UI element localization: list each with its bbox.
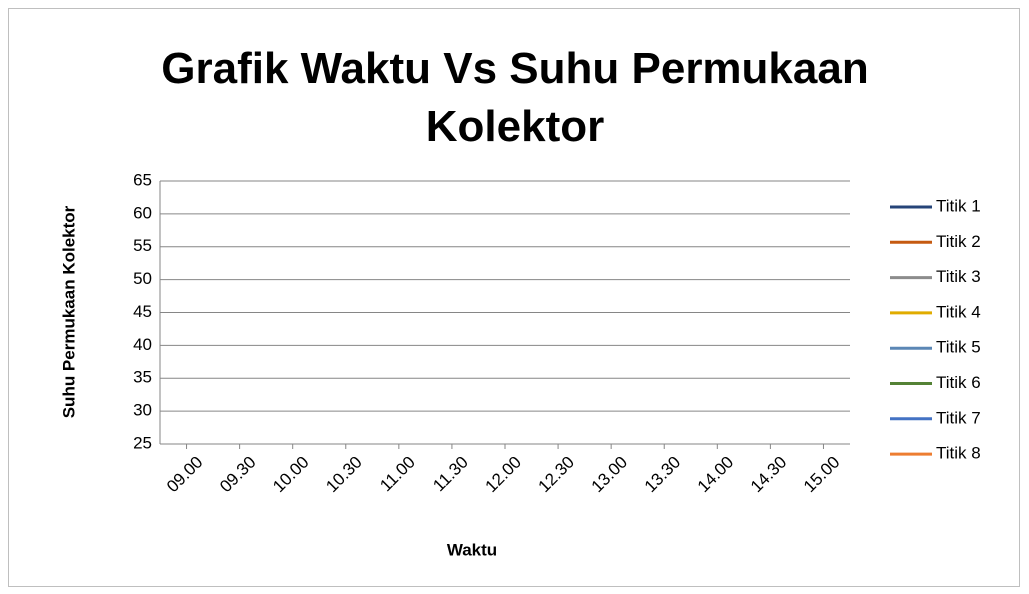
x-tick-label: 10.00	[269, 453, 313, 497]
legend-label: Titik 8	[936, 444, 981, 463]
y-tick-label: 45	[133, 302, 152, 321]
x-tick-label: 12.30	[535, 453, 579, 497]
x-tick-label: 09.00	[163, 453, 207, 497]
legend-label: Titik 3	[936, 267, 981, 286]
y-tick-label: 40	[133, 335, 152, 354]
chart-frame	[8, 8, 1020, 587]
chart-title: Grafik Waktu Vs Suhu Permukaan Kolektor	[161, 44, 869, 151]
x-tick-label: 13.30	[641, 453, 685, 497]
x-tick-label: 12.00	[481, 453, 525, 497]
y-tick-label: 35	[133, 368, 152, 387]
y-tick-label: 55	[133, 236, 152, 255]
x-tick-label: 10.30	[322, 453, 366, 497]
y-tick-label: 25	[133, 433, 152, 452]
y-tick-label: 30	[133, 401, 152, 420]
y-tick-label: 65	[133, 170, 152, 189]
y-tick-label: 60	[133, 203, 152, 222]
x-tick-label: 11.30	[429, 453, 472, 496]
x-tick-label: 14.30	[747, 453, 791, 497]
legend-label: Titik 5	[936, 338, 981, 357]
x-tick-label: 09.30	[216, 453, 260, 497]
y-axis-label: Suhu Permukaan Kolektor	[59, 205, 78, 418]
x-tick-label: 14.00	[694, 453, 738, 497]
legend-label: Titik 4	[936, 302, 981, 321]
x-tick-label: 15.00	[800, 453, 844, 497]
legend-label: Titik 7	[936, 408, 981, 427]
x-tick-label: 11.00	[376, 453, 419, 496]
legend-label: Titik 2	[936, 232, 981, 251]
y-tick-label: 50	[133, 269, 152, 288]
x-axis-label: Waktu	[447, 540, 497, 559]
legend-label: Titik 1	[936, 196, 981, 215]
x-tick-label: 13.00	[588, 453, 632, 497]
legend-label: Titik 6	[936, 373, 981, 392]
